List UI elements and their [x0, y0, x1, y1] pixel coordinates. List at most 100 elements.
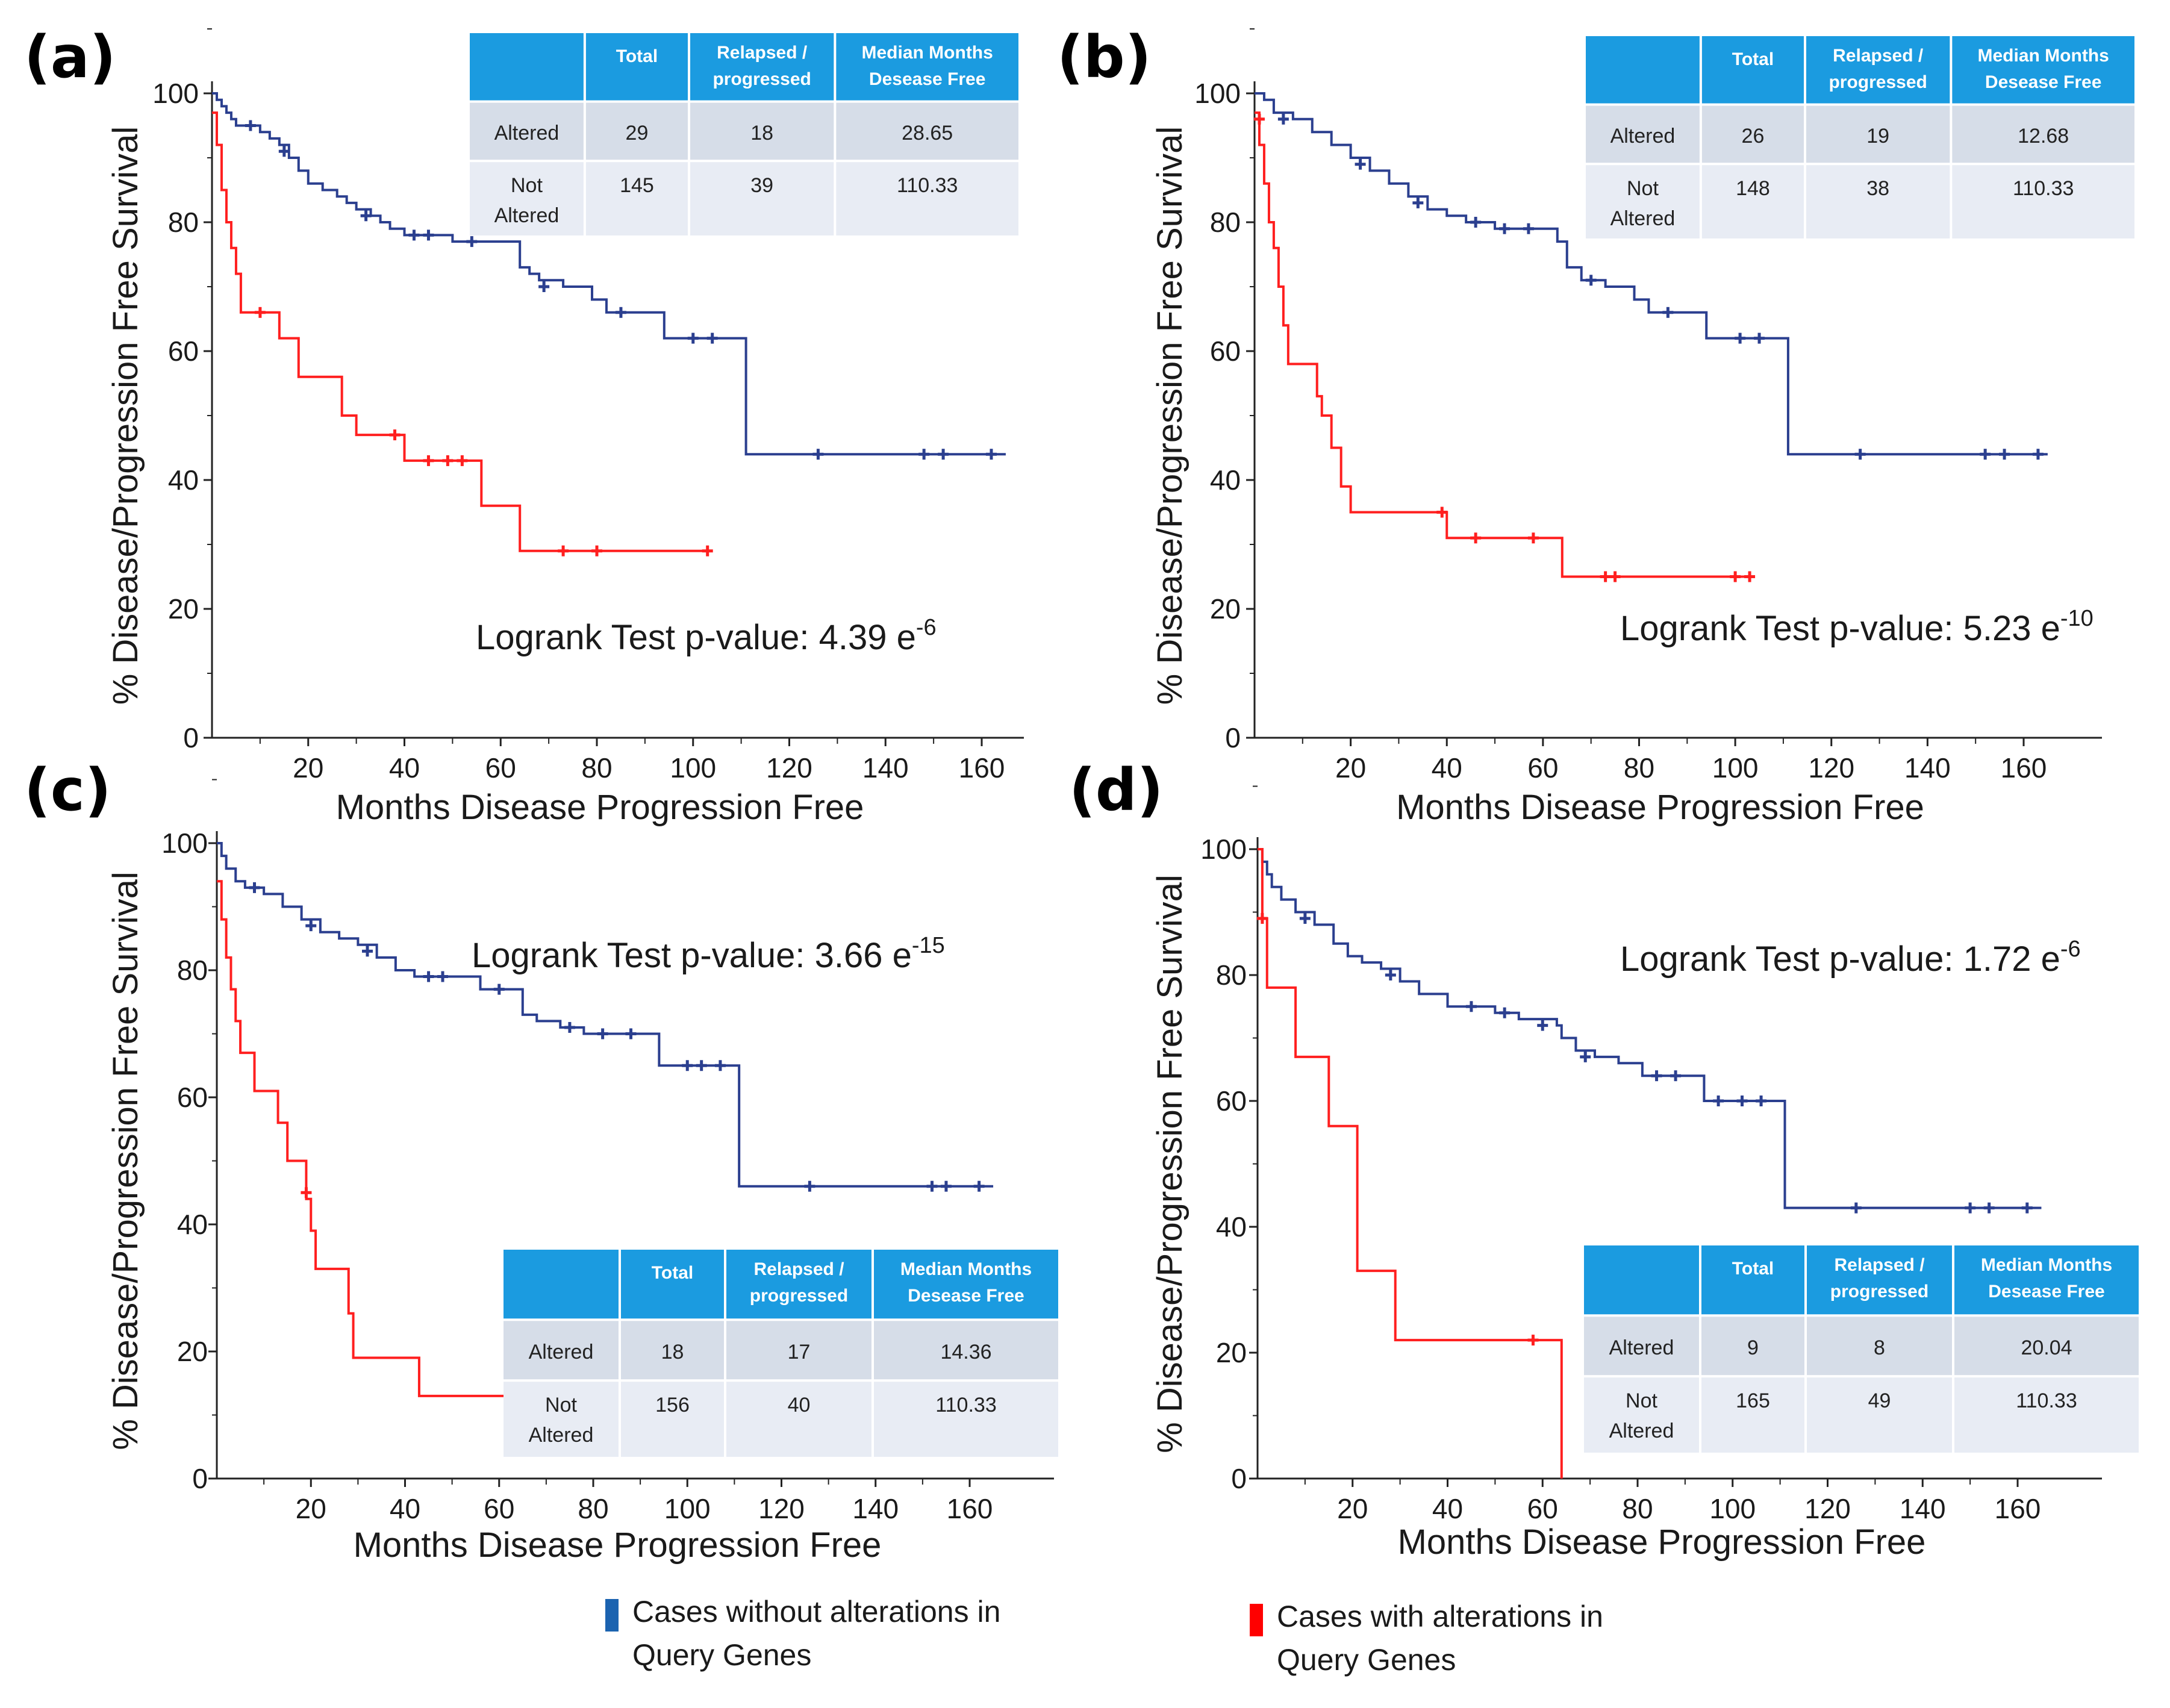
censor-mark-altered [591, 545, 602, 556]
table-cell-text: 110.33 [935, 1394, 996, 1417]
table-cell-text: 12.68 [2018, 125, 2069, 148]
y-tick-label: 40 [1216, 1211, 1247, 1242]
stats-table: Total Relapsed / progressed Median Months De… [1586, 36, 2134, 238]
y-tick-label: 100 [152, 78, 199, 109]
table-cell-text: 20.04 [2021, 1336, 2072, 1359]
table-cell [1806, 165, 1950, 238]
censor-mark-unaltered [1983, 1202, 1995, 1214]
y-tick-label: 100 [1194, 78, 1241, 109]
censor-mark-unaltered [615, 307, 626, 318]
series-unaltered-line [1258, 848, 2042, 1209]
y-tick-label: 40 [177, 1209, 208, 1240]
x-axis-label: Months Disease Progression Free [1396, 788, 1924, 827]
series-unaltered-line [1255, 92, 2048, 456]
y-tick-label: 80 [1210, 207, 1241, 238]
table-cell [1952, 165, 2134, 238]
censor-mark-unaltered [1465, 1001, 1477, 1012]
table-cell-text: 110.33 [2016, 1389, 2077, 1412]
table-cell [836, 162, 1018, 235]
censor-mark-unaltered [1585, 275, 1597, 286]
pvalue-text: Logrank Test p-value: 5.23 e [1620, 609, 2060, 648]
table-header-text: Relapsed / [753, 1259, 844, 1279]
x-tick-label: 20 [1335, 752, 1366, 784]
y-tick-label: 0 [183, 722, 199, 753]
table-cell-text: 110.33 [2013, 177, 2074, 200]
table-cell [1952, 105, 2134, 163]
x-axis-label: Months Disease Progression Free [354, 1526, 882, 1565]
stats-table: Total Relapsed / progressed Median Months De… [1584, 1245, 2139, 1453]
legend-swatch [1250, 1604, 1263, 1636]
table-cell [1701, 1317, 1804, 1376]
legend-swatch [605, 1599, 619, 1632]
legend-label-line2: Query Genes [1277, 1643, 1456, 1677]
legend-label-line1: Cases with alterations in [1277, 1600, 1603, 1633]
panel-d: (d) 0 20 40 60 80 100 20 40 60 80 100 120 140 160 Month… [1069, 756, 2139, 1562]
censor-mark-unaltered [437, 971, 448, 982]
pvalue-exponent: -10 [2060, 606, 2094, 631]
censor-mark-unaltered [1735, 332, 1746, 344]
series-altered-line [212, 111, 708, 552]
x-tick-label: 100 [670, 752, 716, 784]
legend-label-line2: Query Genes [632, 1638, 811, 1672]
table-cell [874, 1382, 1058, 1457]
table-cell [690, 102, 834, 160]
table-header-text: Relapsed / [1833, 46, 1924, 66]
x-tick-label: 100 [1712, 752, 1759, 784]
censor-mark-unaltered [538, 281, 550, 292]
censor-mark-unaltered [466, 236, 478, 248]
table-cell-text: 26 [1742, 125, 1765, 148]
censor-mark-unaltered [1499, 223, 1511, 234]
table-cell [585, 102, 688, 160]
censor-mark-unaltered [1499, 1007, 1511, 1018]
table-header-text: progressed [712, 69, 811, 89]
x-tick-label: 140 [1900, 1493, 1946, 1524]
x-tick-label: 140 [1904, 752, 1951, 784]
censor-mark-unaltered [973, 1180, 985, 1192]
table-cell-text: 165 [1736, 1389, 1770, 1412]
table-cell-text: 28.65 [902, 122, 953, 145]
table-cell-text: 18 [661, 1341, 684, 1364]
censor-mark-unaltered [1850, 1202, 1862, 1214]
panel-letter: (d) [1069, 756, 1163, 824]
x-tick-label: 160 [1995, 1493, 2041, 1524]
censor-mark-unaltered [1651, 1070, 1662, 1082]
legend-item-unaltered: Cases without alterations in Query Genes [605, 1595, 1000, 1672]
censor-mark-unaltered [1580, 1051, 1591, 1062]
table-header-cell [1584, 1245, 1699, 1315]
censor-mark-unaltered [804, 1180, 815, 1192]
y-axis-label: % Disease/Progression Free Survival [1150, 126, 1189, 705]
table-header-text: Median Months [1981, 1255, 2112, 1275]
censor-mark-altered [1253, 113, 1265, 125]
censor-mark-unaltered [1523, 223, 1534, 234]
table-cell [504, 1382, 619, 1457]
panel-a: (a) 0 20 40 60 80 100 20 40 60 80 100 120 140 160 Month… [24, 23, 1024, 827]
censor-mark-unaltered [696, 1060, 707, 1071]
censor-mark-unaltered [597, 1028, 608, 1039]
censor-mark-unaltered [1980, 449, 1991, 460]
censor-mark-altered [1744, 571, 1756, 582]
table-cell-text: Not [511, 174, 543, 197]
pvalue-exponent: -6 [2060, 937, 2081, 962]
censor-mark-unaltered [1736, 1096, 1748, 1106]
censor-mark-altered [389, 429, 401, 441]
censor-mark-unaltered [918, 449, 930, 460]
table-cell-text: 18 [750, 122, 773, 145]
table-header-text: Desease Free [1985, 72, 2101, 92]
table-cell-text: 40 [788, 1394, 811, 1417]
x-tick-label: 140 [862, 752, 909, 784]
table-header-cell [836, 33, 1018, 101]
x-tick-label: 140 [852, 1493, 899, 1524]
censor-mark-unaltered [493, 983, 505, 995]
table-header-cell [1806, 36, 1950, 104]
table-cell [621, 1321, 724, 1380]
censor-mark-altered [1436, 506, 1448, 518]
censor-mark-altered [1730, 571, 1741, 582]
x-tick-label: 80 [1622, 1493, 1653, 1524]
table-cell-text: 9 [1747, 1336, 1759, 1359]
table-cell [585, 162, 688, 235]
series-unaltered-line [217, 842, 994, 1188]
x-axis-label: Months Disease Progression Free [1398, 1523, 1926, 1562]
censor-mark-altered [1527, 532, 1539, 544]
